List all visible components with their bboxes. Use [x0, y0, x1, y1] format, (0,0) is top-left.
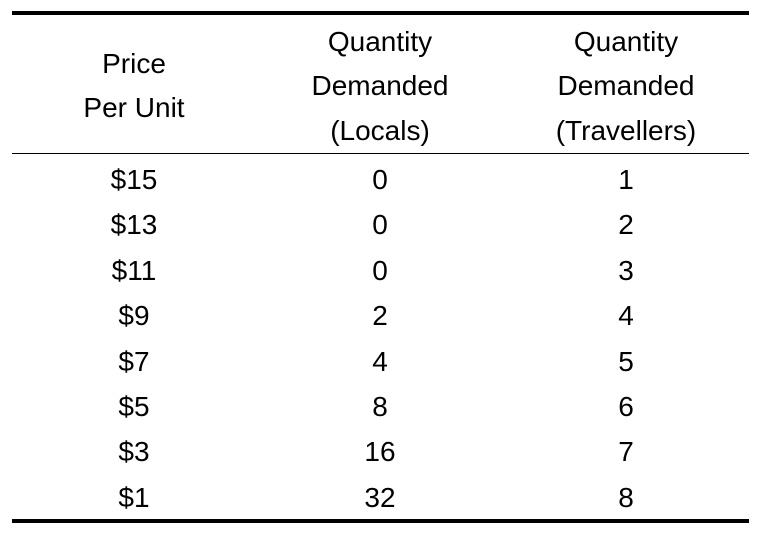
- cell-text: 8: [618, 481, 634, 513]
- header-text: (Travellers): [555, 114, 697, 146]
- cell-text: $9: [118, 300, 150, 332]
- bottom-rule: [12, 519, 749, 523]
- cell-text: 5: [618, 345, 634, 377]
- cell-text: 16: [364, 436, 396, 468]
- cell-text: 1: [618, 164, 634, 195]
- cell-text: 2: [618, 209, 634, 241]
- header-text: Price: [102, 47, 166, 79]
- cell-text: 2: [372, 300, 388, 332]
- header-text: Quantity: [573, 25, 679, 57]
- cell-text: 0: [372, 209, 388, 241]
- cell-text: $5: [118, 391, 150, 422]
- cell-text: 8: [372, 391, 388, 422]
- header-text: (Locals): [330, 114, 430, 146]
- cell-text: 7: [618, 436, 634, 468]
- cell-text: 6: [618, 391, 634, 422]
- cell-text: 0: [372, 254, 388, 286]
- cell-text: $1: [118, 481, 150, 513]
- cell-text: $11: [111, 254, 157, 286]
- header-text: Per Unit: [83, 92, 185, 124]
- cell-text: 3: [618, 254, 634, 286]
- cell-text: 4: [372, 345, 388, 377]
- header-text: Quantity: [327, 25, 433, 57]
- cell-text: 0: [372, 164, 388, 195]
- cell-text: $3: [118, 436, 150, 468]
- header-rule: [12, 153, 749, 154]
- header-text: Demanded: [311, 70, 449, 101]
- cell-text: $13: [110, 209, 158, 241]
- cell-text: $7: [118, 345, 150, 377]
- cell-text: 32: [364, 481, 396, 513]
- top-rule: [12, 11, 749, 15]
- cell-text: $15: [110, 164, 158, 195]
- cell-text: 4: [618, 300, 634, 332]
- header-text: Demanded: [557, 70, 695, 101]
